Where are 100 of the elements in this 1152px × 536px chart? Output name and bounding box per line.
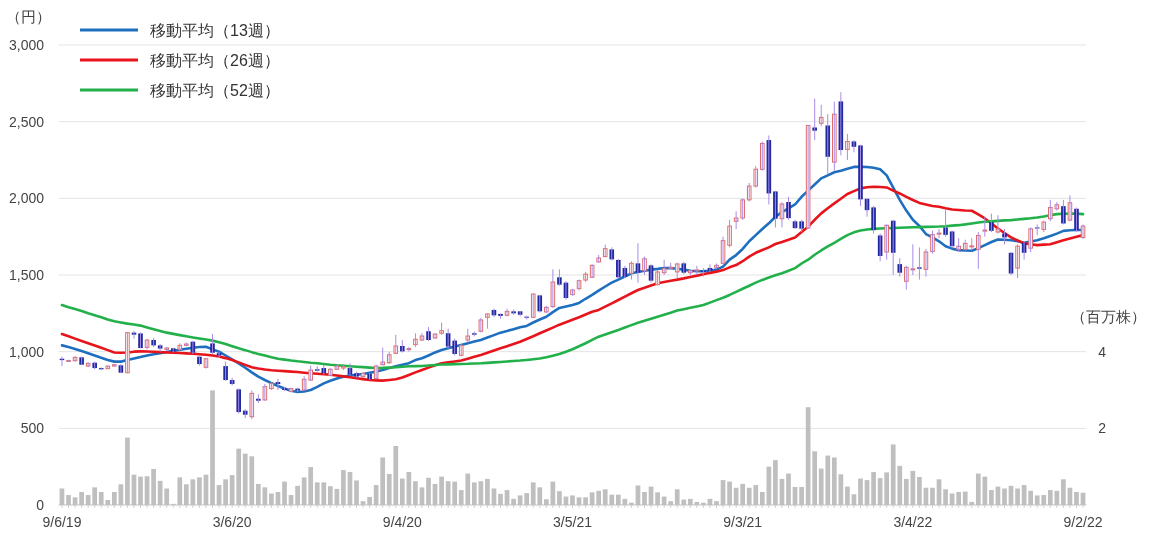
y2-tick-label: 4 (1098, 343, 1107, 360)
legend-label: 移動平均（26週） (150, 52, 280, 69)
bar (740, 483, 746, 505)
candlestick (85, 361, 91, 368)
y-tick-label: 2,000 (8, 190, 45, 207)
candlestick (1028, 226, 1033, 253)
candlestick (897, 257, 903, 278)
bar (687, 498, 693, 505)
bar (426, 477, 431, 505)
x-tick-label: 3/5/21 (553, 514, 593, 530)
bar (727, 481, 732, 505)
bar (341, 470, 346, 505)
y-axis-title: （円） (6, 8, 51, 25)
candlestick (812, 98, 817, 141)
candlestick (642, 256, 647, 276)
y-tick-label: 3,000 (8, 37, 45, 53)
bar (1002, 488, 1007, 505)
candlestick (393, 334, 399, 355)
bar (1015, 488, 1020, 505)
bar (583, 497, 588, 505)
bar (858, 478, 863, 505)
candlestick (629, 260, 634, 281)
bar (759, 491, 765, 505)
bar (917, 477, 922, 505)
bar (511, 498, 516, 505)
bar (1061, 479, 1066, 505)
candlestick (485, 312, 490, 330)
bar (943, 489, 948, 505)
x-tick-label: 9/4/20 (382, 514, 422, 530)
x-tick-label: 9/3/21 (723, 514, 763, 530)
candlestick (177, 342, 183, 353)
bar (367, 496, 372, 505)
y2-axis-title: （百万株） (1071, 308, 1146, 325)
bar (210, 390, 215, 505)
legend-label: 移動平均（52週） (150, 82, 280, 99)
candlestick (184, 341, 189, 347)
candlestick (530, 292, 536, 319)
candlestick (714, 263, 719, 270)
bar (1028, 490, 1034, 505)
candlestick (982, 216, 988, 238)
x-tick-label: 3/6/20 (212, 514, 252, 530)
candlestick (439, 322, 444, 336)
bar (413, 481, 418, 505)
bar (354, 480, 359, 505)
x-tick-label: 9/2/22 (1063, 514, 1103, 530)
bar (380, 457, 386, 505)
candlestick (674, 262, 680, 279)
candlestick (458, 343, 464, 357)
bar (642, 491, 647, 505)
candlestick (66, 359, 71, 363)
candlestick (557, 268, 562, 287)
candlestick (426, 326, 431, 342)
bar (471, 482, 477, 505)
bar (66, 495, 71, 505)
y-tick-label: 0 (36, 497, 45, 513)
bar (439, 476, 444, 505)
candlestick (681, 261, 687, 275)
y2-tick-label: 2 (1098, 420, 1107, 437)
bar (138, 476, 143, 505)
bar (956, 491, 962, 505)
bar (151, 468, 156, 505)
candlestick (570, 288, 575, 297)
candlestick (583, 271, 588, 283)
candlestick (386, 351, 392, 365)
bar (615, 494, 621, 505)
legend-label: 移動平均（13週） (150, 22, 280, 39)
bar (183, 484, 189, 505)
candlestick (354, 371, 359, 379)
candlestick (727, 219, 732, 248)
bar (269, 493, 274, 505)
candlestick (930, 230, 935, 255)
bar (125, 437, 130, 505)
bar (223, 479, 228, 505)
candlestick (380, 347, 385, 366)
bar (543, 499, 549, 505)
bar (668, 501, 674, 505)
bar (930, 487, 935, 505)
bar (786, 473, 791, 505)
candlestick (655, 269, 660, 287)
candlestick (341, 363, 346, 371)
bar (570, 495, 575, 505)
bar (629, 502, 634, 505)
candlestick (845, 133, 850, 161)
bar (452, 481, 458, 505)
bar (498, 493, 503, 505)
bar (701, 502, 706, 505)
candlestick (105, 364, 111, 370)
bar (524, 493, 530, 505)
x-tick-label: 3/4/22 (893, 514, 933, 530)
candlestick (596, 254, 601, 264)
y-tick-label: 2,500 (8, 113, 45, 130)
bar (295, 485, 300, 505)
bar (255, 483, 261, 505)
bar (845, 486, 850, 505)
candlestick (989, 213, 994, 233)
bar (327, 486, 333, 505)
bar (1074, 491, 1079, 505)
bar (773, 460, 778, 505)
candlestick (1041, 220, 1047, 233)
candlestick (799, 219, 804, 233)
